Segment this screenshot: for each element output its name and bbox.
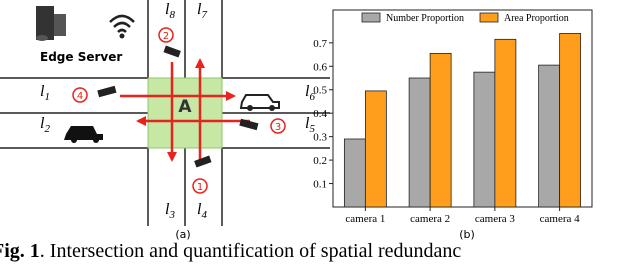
x-tick-label: camera 1 (345, 213, 385, 225)
lane-letter: l (197, 201, 202, 218)
lane-letter: l (40, 83, 45, 100)
camera-badge (192, 178, 208, 194)
x-tick-label: camera 3 (475, 213, 515, 225)
lane-index: 6 (309, 91, 315, 103)
lane-label: l8 (165, 1, 175, 21)
lane-letter: l (305, 115, 310, 132)
lane-label: l7 (197, 1, 207, 21)
lane-index: 1 (44, 91, 50, 103)
y-tick-label: 0.2 (313, 155, 327, 167)
y-tick-label: 0.3 (313, 132, 327, 144)
lane-index: 5 (309, 123, 315, 135)
lane-index: 2 (44, 123, 50, 135)
camera-badge (270, 118, 286, 134)
camera-badge (72, 87, 88, 103)
y-tick-label: 0.1 (313, 179, 327, 191)
y-tick-label: 0.7 (313, 38, 327, 50)
lane-label: l1 (40, 83, 50, 103)
camera-number: 3 (275, 122, 281, 133)
lane-letter: l (197, 1, 202, 18)
lane-label: l6 (305, 83, 315, 103)
intersection-diagram: A Edge Server (0, 0, 330, 226)
lane-letter: l (165, 201, 170, 218)
lane-label: l2 (40, 115, 50, 135)
plot-frame (332, 9, 593, 208)
bar (473, 71, 496, 208)
camera-number: 1 (197, 182, 203, 193)
caption-text: . Intersection and quantification of spa… (40, 240, 462, 262)
lane-index: 4 (201, 209, 207, 221)
lane-label: l5 (305, 115, 315, 135)
caption: Fig. 1. Intersection and quantification … (0, 240, 461, 262)
bar (364, 90, 387, 208)
legend-label: Area Proportion (504, 13, 569, 24)
bar (494, 38, 517, 208)
server-label: Edge Server (40, 50, 122, 64)
panel-label: (b) (459, 228, 475, 241)
bar (408, 77, 431, 208)
bar (559, 33, 582, 208)
lane-index: 8 (169, 9, 175, 21)
x-tick-label: camera 2 (410, 213, 450, 225)
lane-index: 3 (168, 209, 175, 221)
server-icon (36, 6, 54, 40)
lane-letter: l (40, 115, 45, 132)
intersection-area (147, 77, 223, 149)
lane-label: l4 (197, 201, 207, 221)
bar-chart: 0.1 0.2 0.3 0.4 0.5 0.6 0.7 camera 1 camera 2 cam… (313, 9, 593, 241)
y-tick-label: 0.5 (313, 85, 327, 97)
bar (538, 64, 561, 208)
camera-number: 4 (77, 91, 83, 102)
y-tick-label: 0.4 (313, 108, 327, 120)
legend-label: Number Proportion (386, 13, 464, 24)
panel-label: (a) (175, 228, 190, 241)
lane-index: 7 (201, 9, 207, 21)
x-tick-label: camera 4 (540, 213, 580, 225)
legend-swatch (361, 12, 381, 23)
lane-letter: l (165, 1, 170, 18)
camera-number: 2 (163, 31, 169, 42)
bar (429, 52, 452, 208)
bar (343, 138, 366, 208)
caption-label: Fig. 1 (0, 240, 40, 262)
y-tick-label: 0.6 (313, 61, 327, 73)
lane-label: l3 (165, 201, 175, 221)
intersection-label: A (178, 97, 192, 117)
legend-swatch (479, 12, 499, 23)
camera-badge (158, 27, 174, 43)
lane-letter: l (305, 83, 310, 100)
